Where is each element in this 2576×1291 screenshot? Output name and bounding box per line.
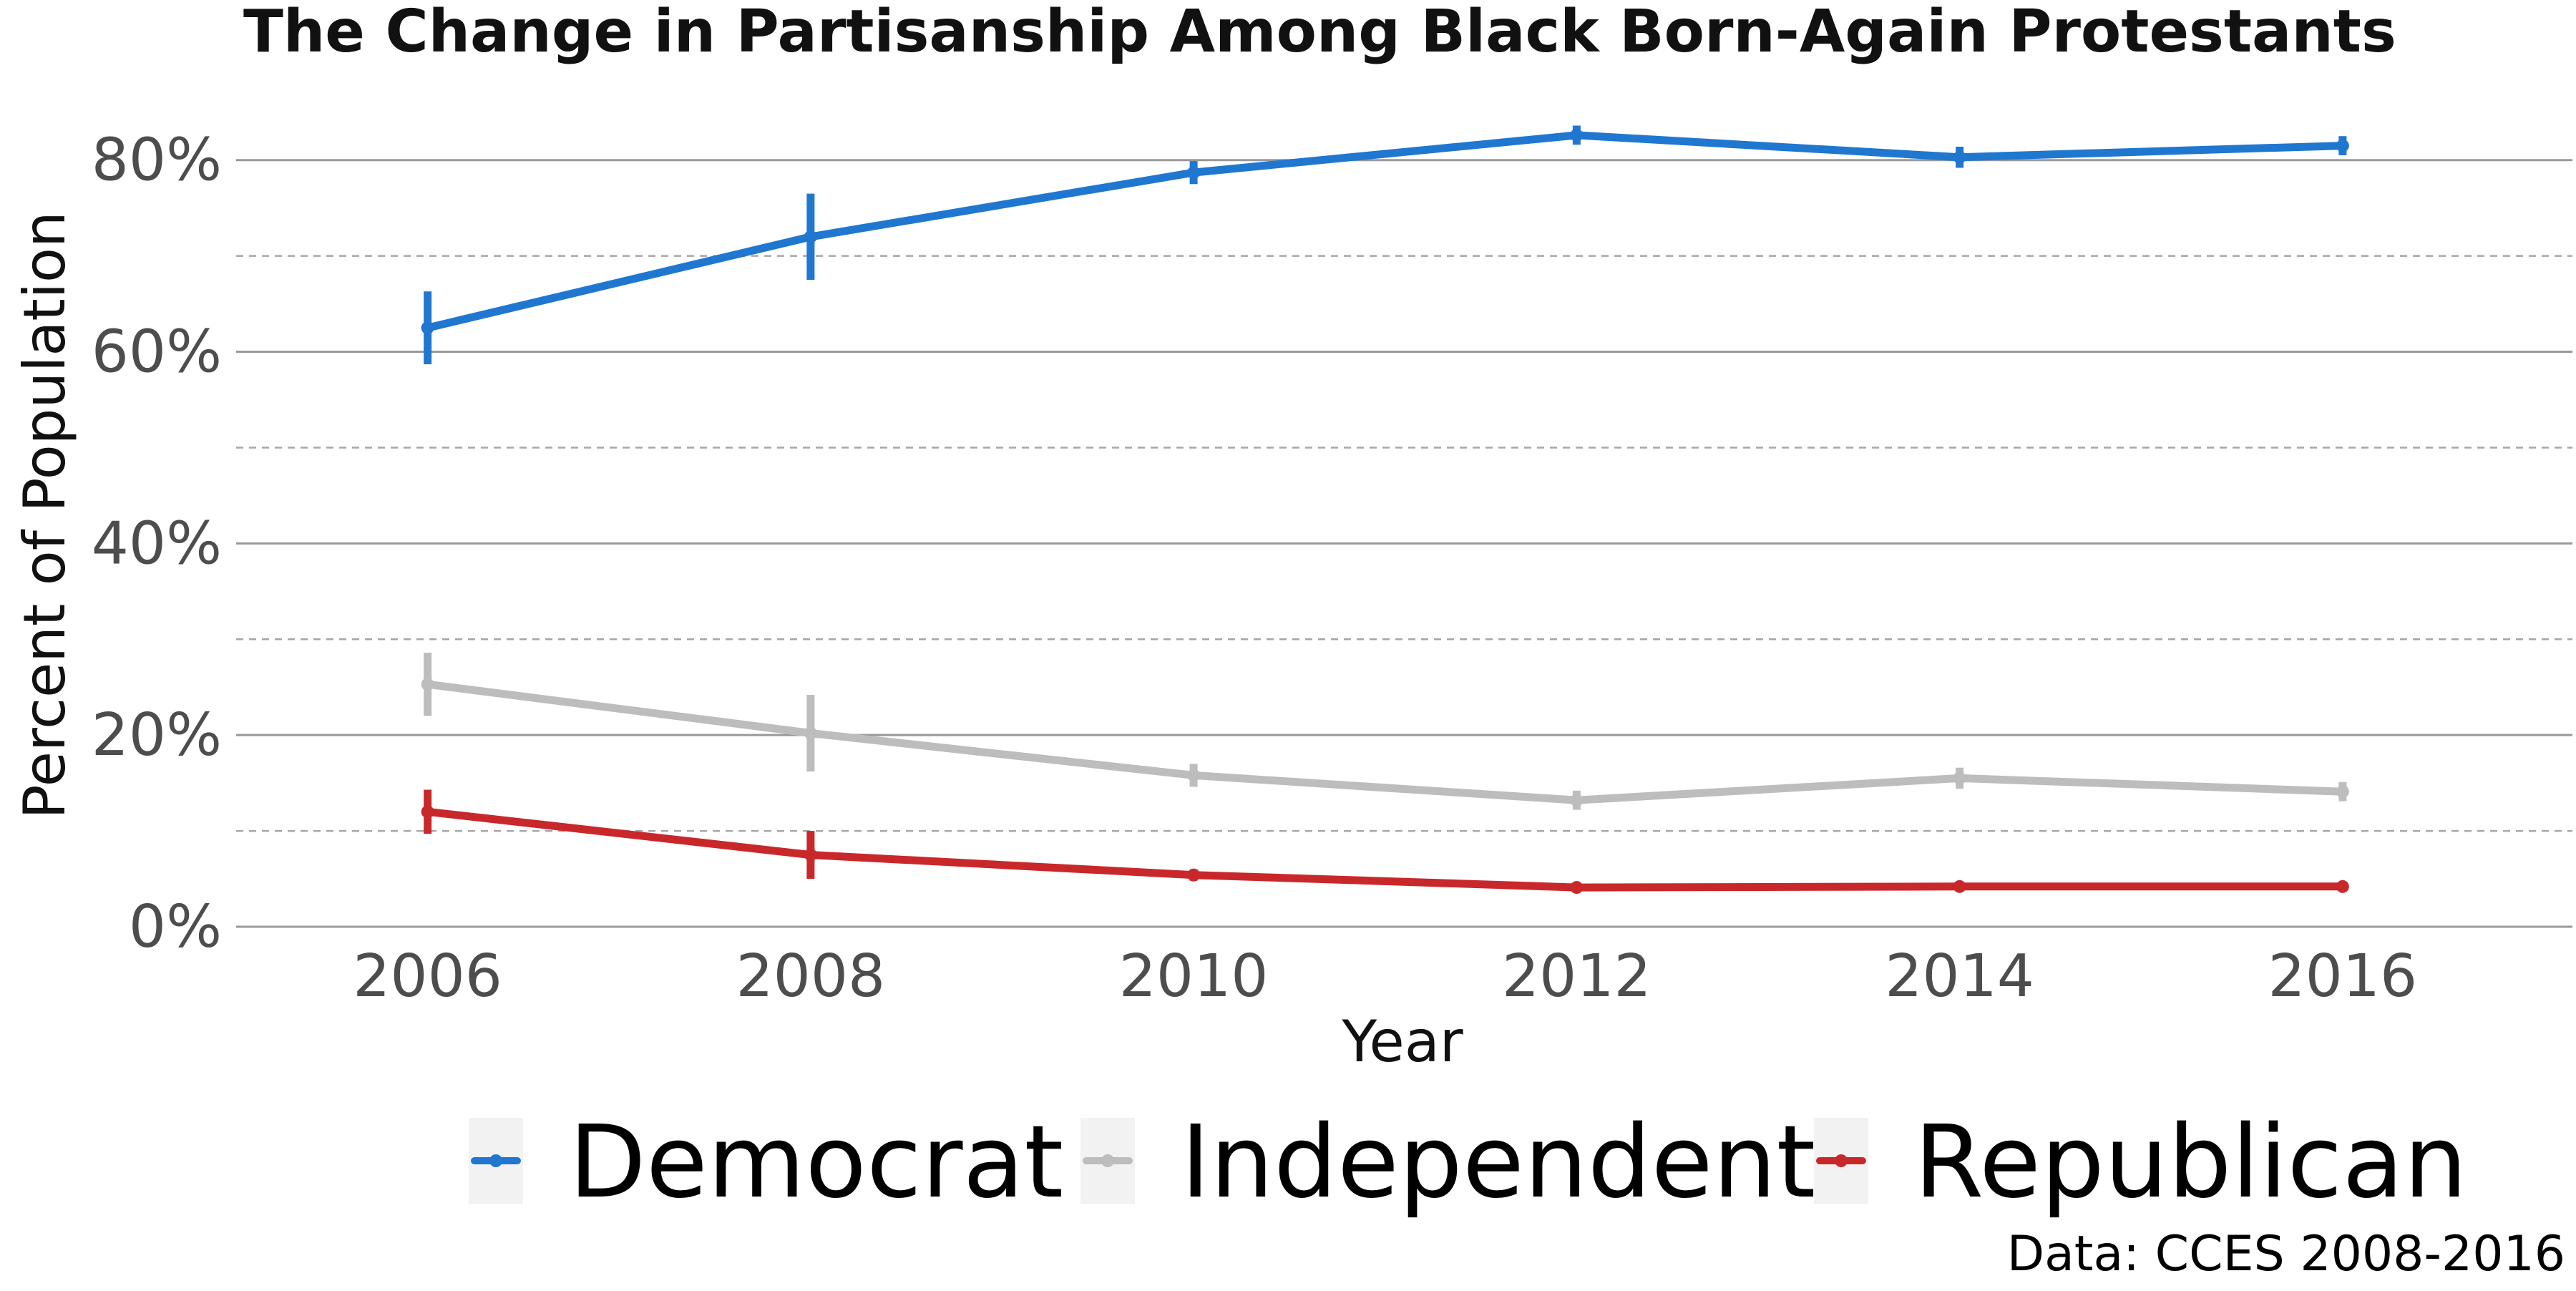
data-point-republican-4	[1953, 880, 1966, 893]
y-tick-label-0: 0%	[129, 893, 222, 961]
x-tick-label-5: 2016	[2268, 942, 2418, 1010]
x-tick-label-0: 2006	[353, 942, 502, 1010]
legend-key-point-republican	[1835, 1154, 1848, 1167]
legend-item-independent: Independent	[1080, 1104, 1815, 1221]
series-republican	[421, 789, 2349, 895]
y-tick-label-1: 20%	[92, 701, 222, 769]
grid-major	[236, 159, 2572, 928]
series-layer	[421, 125, 2349, 895]
x-tick-label-1: 2008	[736, 942, 886, 1010]
chart-title: The Change in Partisanship Among Black B…	[243, 0, 2396, 66]
x-tick-label-2: 2010	[1119, 942, 1269, 1010]
data-point-republican-0	[421, 805, 434, 819]
series-independent	[421, 653, 2349, 810]
data-point-democrat-2	[1187, 166, 1201, 180]
data-point-democrat-5	[2336, 139, 2349, 152]
data-source-caption: Data: CCES 2008-2016	[2007, 1226, 2565, 1282]
legend-label-democrat: Democrat	[569, 1104, 1063, 1221]
series-line-independent	[424, 680, 2347, 804]
data-point-independent-1	[804, 726, 817, 740]
x-axis-title: Year	[1341, 1008, 1463, 1075]
y-axis-title: Percent of Population	[11, 211, 78, 819]
x-tick-label-4: 2014	[1885, 942, 2034, 1010]
data-point-democrat-3	[1570, 128, 1584, 142]
legend-label-republican: Republican	[1914, 1104, 2467, 1221]
legend-item-republican: Republican	[1814, 1104, 2467, 1221]
data-point-democrat-0	[421, 321, 434, 335]
data-point-independent-0	[421, 678, 434, 691]
y-tick-label-2: 40%	[92, 510, 222, 578]
data-point-independent-2	[1187, 769, 1201, 782]
series-line-republican	[424, 807, 2347, 892]
legend-key-point-independent	[1101, 1154, 1114, 1167]
legend: Democrat Independent Republican	[469, 1104, 2467, 1221]
x-axis-tick-labels: 2006 2008 2010 2012 2014 2016	[353, 942, 2417, 1010]
series-line-democrat	[424, 131, 2347, 332]
data-point-republican-2	[1187, 868, 1201, 882]
series-democrat	[421, 125, 2349, 364]
data-point-independent-5	[2336, 785, 2349, 799]
legend-key-point-democrat	[489, 1154, 502, 1167]
data-point-independent-4	[1953, 771, 1966, 785]
data-point-independent-3	[1570, 794, 1584, 807]
data-point-republican-1	[804, 848, 817, 862]
y-axis-tick-labels: 0% 20% 40% 60% 80%	[92, 127, 222, 961]
data-point-democrat-1	[804, 230, 817, 243]
data-point-democrat-4	[1953, 150, 1966, 164]
x-tick-label-3: 2012	[1502, 942, 1652, 1010]
data-point-republican-3	[1570, 881, 1584, 895]
data-point-republican-5	[2336, 880, 2349, 893]
y-tick-label-4: 80%	[92, 127, 222, 195]
y-tick-label-3: 60%	[92, 318, 222, 386]
legend-item-democrat: Democrat	[469, 1104, 1063, 1221]
legend-label-independent: Independent	[1181, 1104, 1815, 1221]
